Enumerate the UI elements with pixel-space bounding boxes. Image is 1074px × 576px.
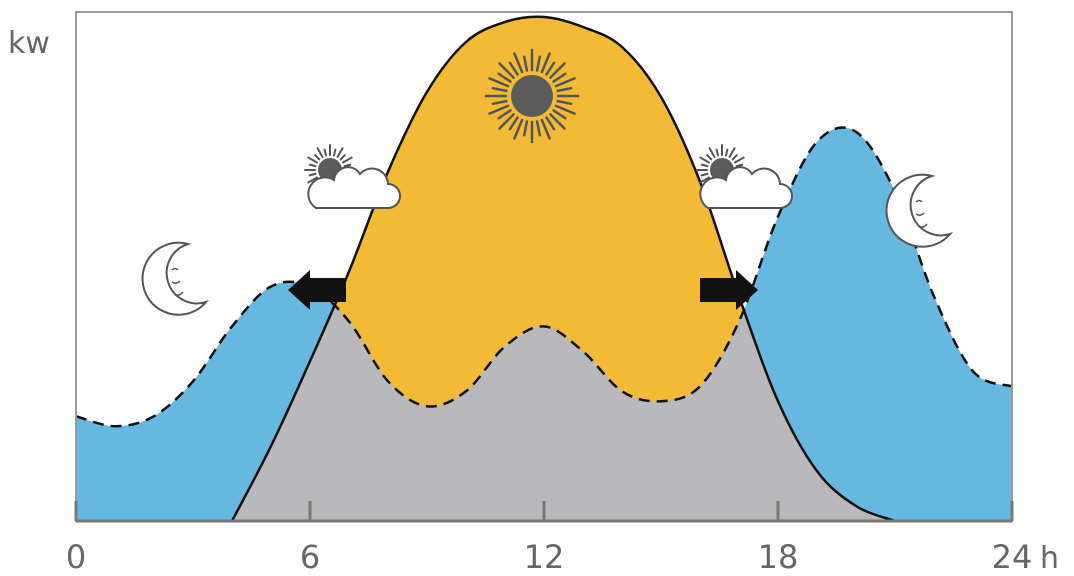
consumption-line: [76, 126, 1012, 428]
x-tick-label: 12: [524, 538, 565, 576]
x-tick-label: 6: [300, 538, 320, 576]
x-ticks: 0 6 12 18 24: [66, 501, 1033, 576]
x-tick-label: 18: [758, 538, 799, 576]
y-axis-label: kw: [8, 26, 50, 61]
x-axis-label: h: [1040, 541, 1059, 576]
crescent-moon-icon: [141, 241, 209, 316]
sun-behind-cloud-icon: [696, 144, 793, 209]
sun-icon: [484, 48, 580, 144]
sun-behind-cloud-icon: [304, 144, 401, 209]
crescent-moon-icon: [885, 173, 953, 248]
arrow-left-icon: [288, 270, 346, 310]
x-tick-label: 0: [66, 538, 86, 576]
x-tick-label: 24: [992, 538, 1033, 576]
arrow-right-icon: [700, 270, 758, 310]
